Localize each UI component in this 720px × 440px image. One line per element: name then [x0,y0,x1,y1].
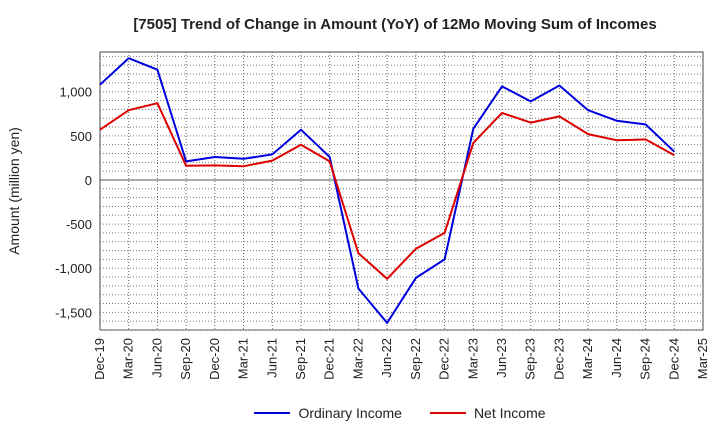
legend-swatch-ordinary-income [254,412,291,414]
y-axis-label: Amount (million yen) [6,127,22,255]
x-tick-label: Sep-23 [523,338,538,380]
x-tick-label: Dec-24 [666,338,681,380]
x-tick-label: Dec-21 [322,338,337,380]
chart-title: [7505] Trend of Change in Amount (YoY) o… [133,16,657,33]
legend-label-ordinary-income: Ordinary Income [298,405,402,421]
y-tick-label: 1,000 [59,85,92,100]
plot-frame [99,51,704,331]
legend-swatch-net-income [429,412,466,414]
x-tick-label: Jun-24 [609,338,624,378]
x-tick-label: Sep-24 [638,338,653,380]
legend: Ordinary Income Net Income [0,405,720,421]
x-tick-label: Mar-24 [580,338,595,379]
y-tick-label: -1,500 [55,305,92,320]
x-tick-label: Mar-25 [695,338,710,379]
y-tick-label: -500 [66,217,92,232]
legend-item-net-income: Net Income [429,405,546,421]
x-tick-label: Mar-20 [121,338,136,379]
series-line-ordinary-income [99,57,675,324]
x-tick-label: Sep-20 [178,338,193,380]
y-tick-label: -1,000 [55,261,92,276]
x-tick-label: Dec-20 [207,338,222,380]
series-line-net-income [99,102,675,280]
x-tick-label: Dec-19 [92,338,107,380]
x-tick-label: Jun-22 [379,338,394,378]
x-tick-label: Sep-21 [293,338,308,380]
x-tick-label: Jun-20 [149,338,164,378]
plot-area: 1,000 500 0 -500 -1,000 -1,500 Dec-19 Mar-20 Jun… [55,51,710,380]
x-tick-label: Jun-23 [494,338,509,378]
x-tick-label: Dec-23 [551,338,566,380]
legend-label-net-income: Net Income [473,405,546,421]
x-tick-label: Mar-23 [465,338,480,379]
x-tick-label: Mar-21 [236,338,251,379]
x-tick-label: Mar-22 [350,338,365,379]
x-tick-label: Jun-21 [264,338,279,378]
y-tick-label: 500 [70,129,92,144]
legend-item-ordinary-income: Ordinary Income [254,405,402,421]
x-tick-label: Dec-22 [437,338,452,380]
y-tick-label: 0 [85,173,92,188]
x-tick-label: Sep-22 [408,338,423,380]
